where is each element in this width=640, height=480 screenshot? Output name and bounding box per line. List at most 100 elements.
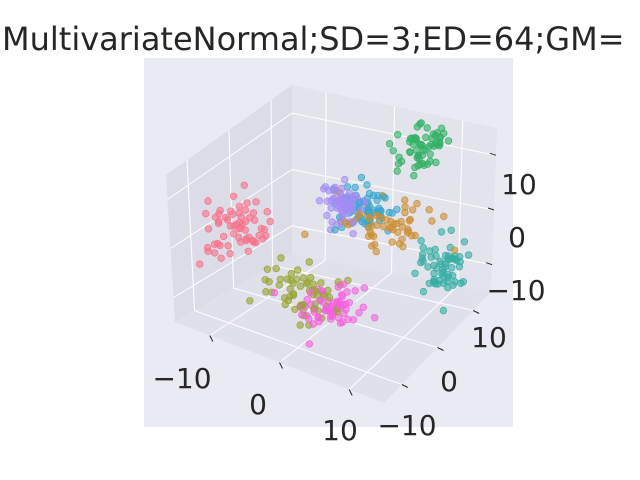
scatter-point-series-1 — [296, 321, 304, 329]
scatter-point-series-0 — [204, 197, 212, 205]
scatter-point-series-4 — [401, 203, 409, 211]
scatter-point-series-0 — [226, 249, 234, 258]
scatter-point-series-4 — [428, 217, 436, 225]
scatter-point-series-0 — [260, 225, 269, 234]
scatter-point-series-1 — [275, 281, 283, 289]
scatter-point-series-1 — [272, 264, 280, 273]
scatter-point-series-6 — [349, 230, 357, 238]
scatter-point-series-0 — [210, 249, 219, 257]
scatter-point-series-6 — [345, 189, 354, 197]
scatter-point-series-0 — [235, 218, 244, 227]
scatter-point-series-1 — [261, 276, 269, 284]
x-tick-label-1: 0 — [249, 388, 267, 421]
scatter-point-series-4 — [440, 212, 448, 221]
scatter-point-series-0 — [234, 233, 243, 242]
scatter-point-series-7 — [385, 139, 394, 148]
scatter-point-series-6 — [323, 211, 331, 220]
scatter-point-series-4 — [401, 196, 409, 204]
scatter-point-series-0 — [235, 202, 244, 210]
scatter-point-series-5 — [385, 208, 393, 217]
scatter-point-series-4 — [382, 216, 391, 224]
y-tick-mark — [472, 310, 480, 314]
scatter-point-series-3 — [419, 287, 428, 296]
scatter-point-series-3 — [437, 228, 446, 236]
scatter-point-series-0 — [262, 232, 270, 240]
scatter-point-series-4 — [413, 199, 421, 208]
scatter-point-series-6 — [336, 189, 344, 197]
scatter-point-series-6 — [323, 197, 331, 205]
scatter-point-series-1 — [305, 258, 313, 266]
scatter-point-series-3 — [425, 279, 433, 288]
scatter-point-series-5 — [351, 183, 359, 192]
scatter-point-series-7 — [420, 161, 428, 169]
scatter-point-series-0 — [241, 217, 250, 225]
scatter-point-series-7 — [427, 140, 435, 149]
scatter-point-series-3 — [419, 250, 427, 258]
scatter-point-series-0 — [241, 226, 249, 234]
floor-pane — [175, 254, 491, 403]
x-tick-mark — [348, 389, 353, 396]
scatter-point-series-2 — [303, 296, 311, 304]
scatter-point-series-4 — [301, 230, 309, 239]
scatter-point-series-3 — [457, 279, 465, 287]
scatter-point-series-3 — [464, 251, 473, 259]
scatter-point-series-0 — [195, 260, 204, 268]
scatter-point-series-3 — [438, 270, 446, 278]
scatter-point-series-0 — [201, 209, 210, 218]
scatter-point-series-6 — [344, 203, 352, 212]
scatter-point-series-0 — [226, 222, 235, 230]
y-tick-label-0: −10 — [377, 409, 436, 442]
scatter-point-series-7 — [437, 124, 446, 132]
scatter-point-series-1 — [277, 254, 285, 262]
scatter-point-series-5 — [393, 205, 401, 214]
scatter-point-series-3 — [439, 306, 448, 315]
scatter-point-series-3 — [455, 263, 464, 271]
scatter-point-series-0 — [204, 247, 212, 255]
scatter-point-series-4 — [367, 231, 376, 239]
scatter-point-series-3 — [411, 269, 419, 278]
scatter-point-series-1 — [299, 274, 308, 282]
scatter-point-series-3 — [432, 252, 440, 260]
scatter-point-series-2 — [360, 284, 368, 292]
scatter-point-series-2 — [298, 311, 306, 319]
scatter-point-series-6 — [330, 186, 338, 194]
scatter-point-series-4 — [342, 219, 350, 227]
x-tick-mark — [209, 335, 214, 342]
scatter-point-series-3 — [460, 238, 469, 246]
scatter-point-series-2 — [327, 315, 335, 323]
scatter-point-series-6 — [327, 204, 335, 212]
scatter-point-series-7 — [423, 124, 431, 132]
chart-title: MultivariateNormal;SD=3;ED=64;GM= — [2, 20, 625, 58]
scatter-point-series-6 — [330, 195, 339, 203]
scatter-point-series-4 — [405, 217, 414, 225]
scatter-point-series-7 — [413, 154, 421, 162]
scatter-point-series-3 — [417, 258, 425, 267]
scatter-point-series-4 — [365, 214, 374, 222]
scatter-point-series-4 — [372, 247, 380, 256]
scatter-point-series-1 — [294, 266, 302, 274]
scatter-point-series-7 — [406, 148, 414, 157]
scatter-point-series-6 — [321, 183, 330, 191]
scatter-point-series-0 — [217, 254, 225, 262]
scatter-point-series-7 — [431, 131, 440, 140]
scatter-point-series-0 — [204, 225, 213, 233]
scatter-point-series-4 — [397, 217, 405, 226]
y-tick-mark — [437, 347, 444, 351]
scatter-point-series-0 — [249, 209, 258, 217]
scatter-point-series-0 — [242, 235, 251, 243]
scatter-point-series-1 — [296, 282, 305, 290]
scatter-point-series-0 — [241, 206, 250, 214]
scatter-point-series-5 — [331, 226, 339, 234]
scatter-point-series-1 — [291, 305, 299, 313]
y-tick-mark — [401, 384, 409, 388]
scatter-point-series-6 — [349, 218, 357, 227]
scatter-point-series-2 — [327, 308, 335, 316]
scatter-point-series-0 — [240, 181, 248, 189]
scatter-point-series-7 — [444, 137, 453, 145]
scatter-point-series-3 — [417, 236, 425, 245]
scatter-point-series-6 — [352, 191, 360, 200]
scatter-point-series-1 — [286, 285, 294, 293]
scatter-point-series-7 — [411, 133, 419, 142]
scatter-point-series-4 — [389, 225, 397, 234]
